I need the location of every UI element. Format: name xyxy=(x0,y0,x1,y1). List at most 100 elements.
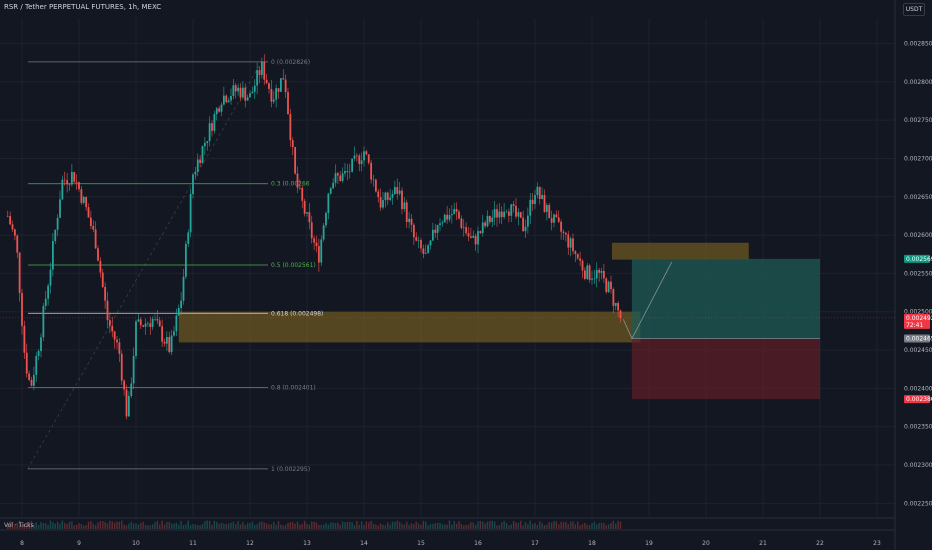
candle-bullish[interactable] xyxy=(184,243,187,277)
candle-bearish[interactable] xyxy=(422,248,425,254)
candle-bearish[interactable] xyxy=(317,246,320,263)
supply-demand-zone[interactable] xyxy=(178,311,641,343)
candle-bearish[interactable] xyxy=(455,208,458,212)
candle-bearish[interactable] xyxy=(588,265,591,280)
candle-bearish[interactable] xyxy=(9,216,12,225)
candle-bullish[interactable] xyxy=(37,351,40,356)
candle-bullish[interactable] xyxy=(260,61,263,75)
candle-bearish[interactable] xyxy=(11,224,14,230)
candle-bearish[interactable] xyxy=(75,181,78,183)
candle-bullish[interactable] xyxy=(510,204,513,216)
long-position-target-area[interactable] xyxy=(631,258,820,339)
candle-bullish[interactable] xyxy=(165,337,168,344)
candle-bullish[interactable] xyxy=(135,321,137,356)
candle-bullish[interactable] xyxy=(177,307,180,316)
candle-bearish[interactable] xyxy=(377,191,380,198)
candle-bearish[interactable] xyxy=(142,325,145,327)
candle-bullish[interactable] xyxy=(130,383,133,396)
candle-bullish[interactable] xyxy=(189,194,192,233)
candle-bearish[interactable] xyxy=(605,278,608,293)
candle-bullish[interactable] xyxy=(51,240,54,270)
candle-bearish[interactable] xyxy=(30,379,33,386)
candle-bullish[interactable] xyxy=(206,141,209,143)
candle-bullish[interactable] xyxy=(408,218,411,223)
candle-bullish[interactable] xyxy=(534,195,536,204)
candle-bullish[interactable] xyxy=(170,335,173,353)
candle-bullish[interactable] xyxy=(49,269,52,286)
candle-bearish[interactable] xyxy=(515,205,517,217)
candle-bearish[interactable] xyxy=(420,240,422,249)
candle-bearish[interactable] xyxy=(612,289,615,306)
candle-bearish[interactable] xyxy=(289,114,292,141)
candle-bearish[interactable] xyxy=(465,227,468,234)
candle-bullish[interactable] xyxy=(450,213,453,216)
candle-bullish[interactable] xyxy=(325,212,327,226)
candle-bullish[interactable] xyxy=(241,87,244,98)
candle-bullish[interactable] xyxy=(591,278,593,280)
candle-bullish[interactable] xyxy=(175,315,178,332)
candle-bullish[interactable] xyxy=(220,104,223,112)
candle-bullish[interactable] xyxy=(332,182,335,189)
candle-bearish[interactable] xyxy=(303,200,306,214)
candle-bullish[interactable] xyxy=(607,281,610,293)
candle-bullish[interactable] xyxy=(47,285,50,299)
candle-bearish[interactable] xyxy=(562,231,565,233)
candle-bearish[interactable] xyxy=(125,389,128,417)
candle-bearish[interactable] xyxy=(199,159,202,164)
candle-bearish[interactable] xyxy=(581,260,584,271)
candle-bearish[interactable] xyxy=(379,197,382,208)
candle-bullish[interactable] xyxy=(180,300,183,308)
candle-bullish[interactable] xyxy=(524,226,527,232)
candle-bullish[interactable] xyxy=(360,160,363,164)
candle-bullish[interactable] xyxy=(144,323,147,327)
candle-bearish[interactable] xyxy=(479,231,482,234)
candle-bearish[interactable] xyxy=(163,341,166,344)
candle-bullish[interactable] xyxy=(569,238,572,248)
candle-bullish[interactable] xyxy=(353,155,356,159)
candle-bullish[interactable] xyxy=(541,195,544,200)
candle-bearish[interactable] xyxy=(101,272,104,287)
candle-bullish[interactable] xyxy=(201,146,204,164)
candle-bearish[interactable] xyxy=(598,269,601,273)
price-tag[interactable]: 0.002465 xyxy=(904,334,932,343)
candle-bullish[interactable] xyxy=(275,88,278,100)
candle-bullish[interactable] xyxy=(477,231,479,245)
candle-bullish[interactable] xyxy=(320,239,323,263)
candle-bearish[interactable] xyxy=(21,292,23,326)
candle-bearish[interactable] xyxy=(367,154,370,163)
candle-bearish[interactable] xyxy=(574,251,577,254)
candle-bearish[interactable] xyxy=(156,318,159,321)
candle-bearish[interactable] xyxy=(370,162,373,180)
candle-bearish[interactable] xyxy=(218,108,221,112)
candle-bullish[interactable] xyxy=(154,318,156,320)
candle-bearish[interactable] xyxy=(18,252,21,293)
candle-bullish[interactable] xyxy=(61,179,64,200)
candle-bearish[interactable] xyxy=(488,215,491,222)
candle-bearish[interactable] xyxy=(244,87,247,101)
projection-path[interactable] xyxy=(623,261,673,340)
candle-bullish[interactable] xyxy=(429,240,432,246)
candle-bullish[interactable] xyxy=(448,215,451,220)
candle-bearish[interactable] xyxy=(522,217,525,232)
candle-bearish[interactable] xyxy=(467,233,470,237)
candle-bearish[interactable] xyxy=(308,212,311,223)
candle-bearish[interactable] xyxy=(284,79,287,93)
candle-bearish[interactable] xyxy=(78,182,80,190)
candle-bullish[interactable] xyxy=(306,212,308,214)
candle-bullish[interactable] xyxy=(341,173,344,182)
candle-bullish[interactable] xyxy=(196,159,199,172)
candle-bearish[interactable] xyxy=(270,88,273,102)
candle-bullish[interactable] xyxy=(187,232,190,244)
candle-bullish[interactable] xyxy=(253,85,256,92)
candle-bullish[interactable] xyxy=(545,205,548,212)
candle-bullish[interactable] xyxy=(600,270,603,273)
candle-bearish[interactable] xyxy=(374,179,377,192)
candle-bearish[interactable] xyxy=(619,310,622,319)
candle-bullish[interactable] xyxy=(70,172,73,185)
candle-bullish[interactable] xyxy=(246,97,249,101)
candle-bearish[interactable] xyxy=(120,353,123,381)
candle-bearish[interactable] xyxy=(469,236,472,238)
candle-bullish[interactable] xyxy=(322,225,325,240)
candle-bullish[interactable] xyxy=(553,214,555,223)
candle-bullish[interactable] xyxy=(453,208,456,214)
